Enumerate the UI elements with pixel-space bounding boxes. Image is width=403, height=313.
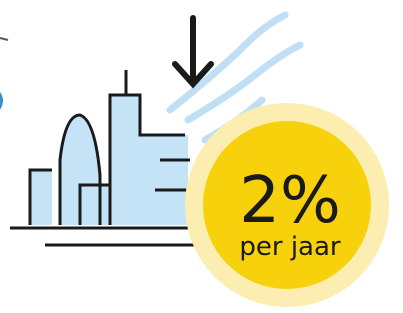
page: 2% per jaar (() => { const data = JSON.p… (0, 0, 403, 313)
badge-value: 2% (239, 164, 341, 238)
edge-dash (0, 38, 8, 40)
edge-shape (0, 92, 3, 110)
illustration: 2% per jaar (0, 0, 403, 313)
down-arrow (175, 18, 211, 84)
badge-label: per jaar (239, 232, 341, 262)
